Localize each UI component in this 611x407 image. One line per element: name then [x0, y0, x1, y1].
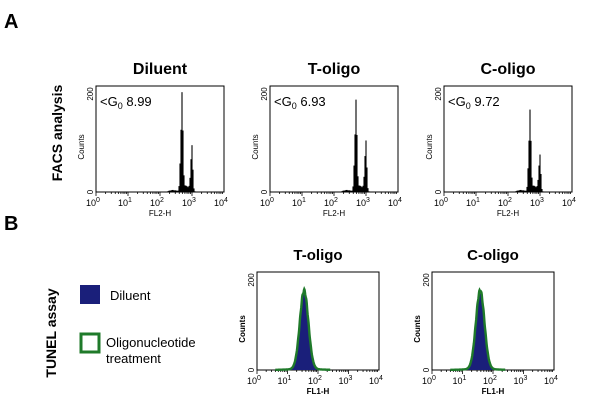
y-tick-label: 200 [247, 273, 256, 287]
x-tick-label: 100 [260, 197, 274, 208]
x-tick-label: 100 [247, 375, 261, 386]
x-axis-label: FL1-H [307, 387, 330, 396]
y-tick-label: 0 [260, 189, 269, 194]
x-tick-label: 104 [369, 375, 383, 386]
y-axis-label: Counts [425, 134, 434, 159]
x-tick-label: 102 [150, 197, 164, 208]
chart-3: C-oligo Counts 200 0 100 101 102 103 104 FL2-H <G0… [425, 61, 576, 218]
chart-title: T-oligo [293, 247, 342, 264]
x-tick-label: 101 [118, 197, 132, 208]
x-tick-label: 101 [278, 375, 292, 386]
chart-title: T-oligo [308, 61, 361, 78]
x-tick-label: 100 [422, 375, 436, 386]
chart-title: C-oligo [480, 61, 535, 78]
x-tick-label: 100 [434, 197, 448, 208]
y-axis-label: Counts [413, 315, 422, 343]
series-oligonucleotide-treatment [450, 287, 506, 372]
legend-swatch-treatment [79, 332, 101, 354]
x-axis-label: FL1-H [482, 387, 505, 396]
series-diluent [275, 290, 331, 370]
x-tick-label: 102 [498, 197, 512, 208]
chart-title: Diluent [133, 61, 188, 78]
chart-title: C-oligo [467, 247, 519, 264]
y-tick-label: 200 [422, 273, 431, 287]
y-tick-label: 200 [434, 87, 443, 101]
legend-label-treatment-line1: Oligonucleotide [106, 335, 196, 350]
x-tick-label: 104 [214, 197, 228, 208]
y-tick-label: 200 [86, 87, 95, 101]
series-diluent [450, 290, 506, 370]
y-tick-label: 0 [86, 189, 95, 194]
x-tick-label: 103 [514, 375, 528, 386]
y-axis-label: Counts [238, 315, 247, 343]
chart-1: Diluent Counts 200 0 100 101 102 103 104 FL2-H <G0… [77, 61, 228, 218]
panel-letter-a: A [4, 11, 18, 33]
g0-annotation: <G0 8.99 [100, 94, 152, 111]
plot-frame [256, 271, 380, 371]
x-tick-label: 101 [466, 197, 480, 208]
x-tick-label: 101 [292, 197, 306, 208]
x-tick-label: 103 [356, 197, 370, 208]
g0-annotation: <G0 9.72 [448, 94, 500, 111]
y-tick-label: 0 [434, 189, 443, 194]
x-tick-label: 102 [483, 375, 497, 386]
y-tick-label: 0 [247, 367, 256, 372]
y-tick-label: 200 [260, 87, 269, 101]
y-tick-label: 0 [422, 367, 431, 372]
legend: Diluent Oligonucleotide treatment [79, 285, 196, 366]
x-tick-label: 103 [339, 375, 353, 386]
x-tick-label: 100 [86, 197, 100, 208]
legend-label-diluent: Diluent [110, 288, 151, 303]
chart-5: C-oligo Counts 200 0 100 101 102 103 104 FL1-H [413, 247, 558, 396]
x-tick-label: 103 [182, 197, 196, 208]
histogram-bars [341, 99, 370, 192]
series-oligonucleotide-treatment [275, 285, 331, 372]
tunel-side-label: TUNEL assay [43, 288, 59, 377]
x-axis-label: FL2-H [497, 209, 519, 218]
panel-letter-b: B [4, 213, 18, 235]
x-axis-label: FL2-H [149, 209, 171, 218]
x-tick-label: 104 [544, 375, 558, 386]
chart-4: T-oligo Counts 200 0 100 101 102 103 104 FL1-H [238, 247, 383, 396]
x-tick-label: 104 [388, 197, 402, 208]
x-tick-label: 103 [530, 197, 544, 208]
legend-swatch-diluent [80, 285, 100, 304]
facs-side-label: FACS analysis [49, 85, 65, 182]
histogram-bars [167, 92, 196, 192]
x-tick-label: 104 [562, 197, 576, 208]
y-axis-label: Counts [77, 134, 86, 159]
x-tick-label: 102 [324, 197, 338, 208]
legend-label-treatment-line2: treatment [106, 351, 161, 366]
plot-frame [431, 271, 555, 371]
x-tick-label: 101 [453, 375, 467, 386]
histogram-bars [515, 109, 544, 192]
x-axis-label: FL2-H [323, 209, 345, 218]
chart-2: T-oligo Counts 200 0 100 101 102 103 104 FL2-H <G0… [251, 61, 402, 218]
y-axis-label: Counts [251, 134, 260, 159]
g0-annotation: <G0 6.93 [274, 94, 326, 111]
x-tick-label: 102 [308, 375, 322, 386]
charts: Diluent Counts 200 0 100 101 102 103 104 FL2-H <G0… [77, 61, 576, 396]
